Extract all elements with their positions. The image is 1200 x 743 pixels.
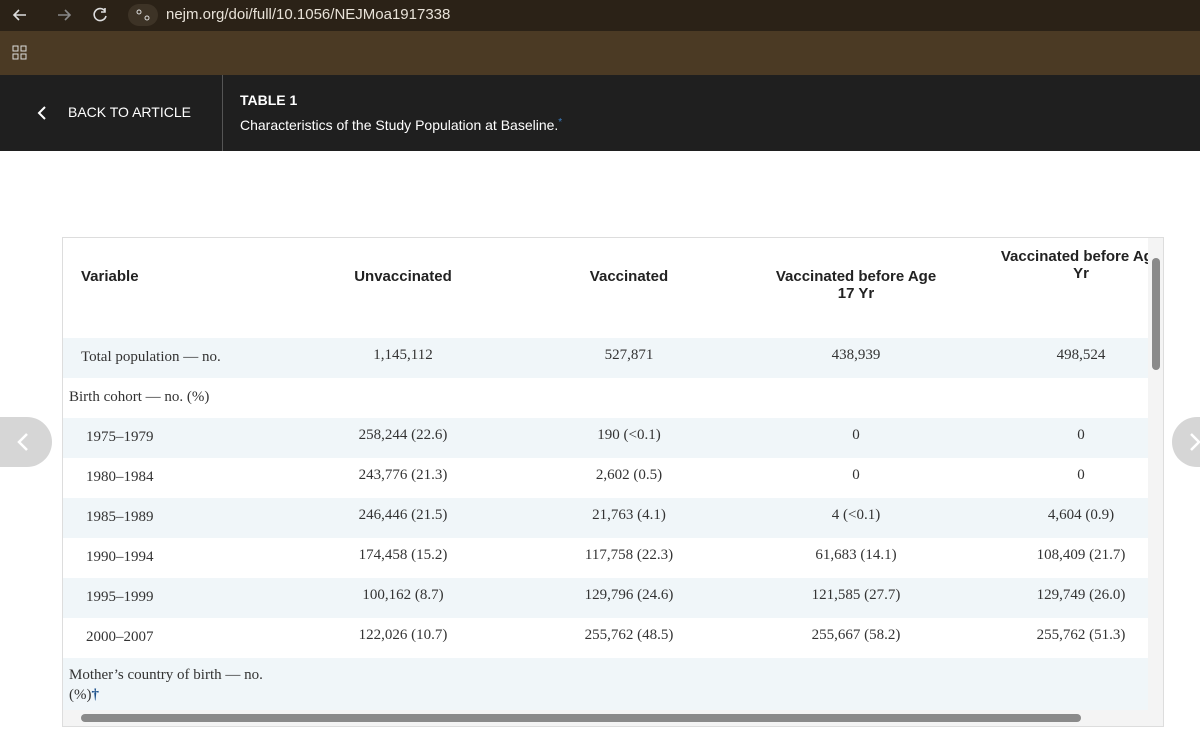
back-chevron (37, 106, 46, 120)
nav-icons (12, 4, 158, 26)
cell: 527,871 (604, 347, 654, 363)
footnote-mark[interactable]: * (558, 117, 563, 128)
cell: 0 (852, 427, 860, 443)
row-label: 1985–1989 (86, 509, 154, 525)
row-label: Birth cohort — no. (%) (69, 389, 210, 405)
cell: 122,026 (10.7) (358, 627, 448, 643)
cell: 0 (1077, 467, 1085, 483)
table-row: 1975–1979 258,244 (22.6) 190 (<0.1) 0 0 (63, 418, 1148, 458)
cell: 129,749 (26.0) (1036, 587, 1126, 603)
cell: 100,162 (8.7) (362, 587, 444, 603)
row-label: 1975–1979 (86, 429, 154, 445)
url[interactable]: nejm.org/doi/full/10.1056/NEJMoa1917338 (166, 6, 451, 23)
scroll-thumb (81, 714, 1081, 722)
cell: 0 (852, 467, 860, 483)
bookmarks-bar (0, 31, 1200, 75)
cell: 243,776 (21.3) (358, 467, 448, 483)
vertical-scrollbar (1148, 238, 1163, 726)
cell: 174,458 (15.2) (358, 547, 448, 563)
column-header: Unvaccinated (354, 268, 452, 285)
horizontal-scrollbar (63, 710, 1148, 726)
cell: 255,667 (58.2) (811, 627, 901, 643)
cell: 0 (1077, 427, 1085, 443)
table-row: 1980–1984 243,776 (21.3) 2,602 (0.5) 0 0 (63, 458, 1148, 498)
column-header: Variable (81, 268, 139, 285)
table: Variable Unvaccinated Vaccinated Vaccinated… (62, 237, 1164, 727)
table-row: 2000–2007 122,026 (10.7) 255,762 (48.5) 255… (63, 618, 1148, 658)
column-header: Vaccinated before Age Yr (1000, 248, 1162, 282)
table-row: Total population — no. 1,145,112 527,871 43… (63, 338, 1148, 378)
caption: Characteristics of the Study Population … (240, 117, 562, 133)
cell: 246,446 (21.5) (358, 507, 448, 523)
cell: 255,762 (51.3) (1036, 627, 1126, 643)
row-label: Total population — no. (81, 349, 221, 365)
caption-text: Characteristics of the Study Population … (240, 117, 559, 133)
column-header: Vaccinated (589, 268, 669, 285)
cell: 61,683 (14.1) (815, 547, 897, 563)
back-link[interactable]: BACK TO ARTICLE (68, 104, 191, 120)
footnote-mark[interactable]: † (91, 687, 100, 703)
browser-toolbar: nejm.org/doi/full/10.1056/NEJMoa1917338 (0, 0, 1200, 31)
row-label: 1980–1984 (86, 469, 154, 485)
row-label: 1995–1999 (86, 589, 154, 605)
table-label: TABLE 1 (240, 92, 298, 108)
cell: 438,939 (831, 347, 881, 363)
next-button[interactable] (1172, 417, 1200, 467)
cell: 258,244 (22.6) (358, 427, 448, 443)
cell: 255,762 (48.5) (584, 627, 674, 643)
table-header-bar: BACK TO ARTICLE TABLE 1 Characteristics … (0, 75, 1200, 151)
cell: 117,758 (22.3) (584, 547, 674, 563)
cell: 108,409 (21.7) (1036, 547, 1126, 563)
cell: 190 (<0.1) (597, 427, 661, 443)
table-row: Birth cohort — no. (%) (63, 378, 1148, 418)
divider (222, 75, 223, 151)
scroll-thumb (1152, 258, 1160, 370)
table-row: 1995–1999 100,162 (8.7) 129,796 (24.6) 121,… (63, 578, 1148, 618)
table-row: 1990–1994 174,458 (15.2) 117,758 (22.3) 61,… (63, 538, 1148, 578)
row-label: Mother’s country of birth — no. (%)† (69, 667, 263, 703)
cell: 498,524 (1056, 347, 1106, 363)
column-header: Vaccinated before Age 17 Yr (775, 268, 937, 302)
table-row: 1985–1989 246,446 (21.5) 21,763 (4.1) 4 (<0… (63, 498, 1148, 538)
cell: 129,796 (24.6) (584, 587, 674, 603)
cell: 4 (<0.1) (831, 507, 881, 523)
cell: 21,763 (4.1) (592, 507, 666, 523)
row-label: 1990–1994 (86, 549, 154, 565)
row-label: 2000–2007 (86, 629, 154, 645)
prev-button[interactable] (0, 417, 52, 467)
cell: 2,602 (0.5) (595, 467, 663, 483)
cell: 4,604 (0.9) (1047, 507, 1115, 523)
apps-icon[interactable] (12, 45, 28, 61)
cell: 1,145,112 (373, 347, 433, 363)
cell: 121,585 (27.7) (811, 587, 901, 603)
